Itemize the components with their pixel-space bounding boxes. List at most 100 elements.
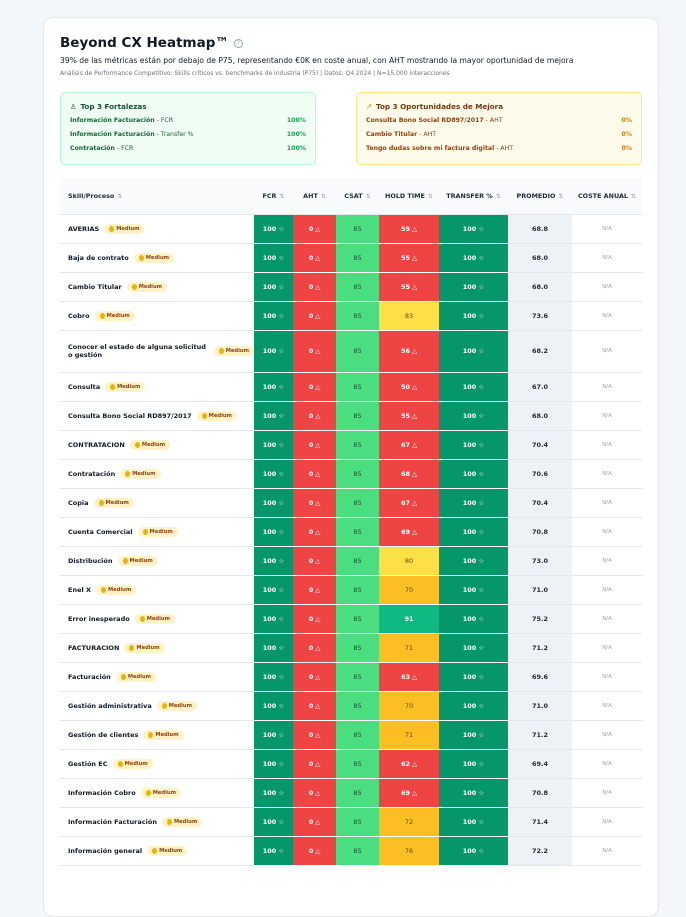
aht-cell[interactable]: 0 △ [293, 546, 336, 576]
csat-cell[interactable]: 85 [336, 807, 379, 837]
aht-cell[interactable]: 0 △ [293, 488, 336, 518]
aht-cell[interactable]: 0 △ [293, 459, 336, 489]
transfer-cell[interactable]: 100 ☆ [439, 691, 508, 721]
transfer-cell[interactable]: 100 ☆ [439, 836, 508, 866]
aht-cell[interactable]: 0 △ [293, 633, 336, 663]
fcr-cell[interactable]: 100 ☆ [254, 488, 293, 518]
csat-cell[interactable]: 85 [336, 836, 379, 866]
sort-icon[interactable]: ⇅ [427, 192, 433, 200]
table-row[interactable]: Gestión administrativa Medium 100 ☆ 0 △ 85 70… [60, 691, 642, 721]
hold-cell[interactable]: 72 [379, 807, 439, 837]
hold-cell[interactable]: 55 △ [379, 243, 439, 273]
aht-cell[interactable]: 0 △ [293, 517, 336, 547]
csat-cell[interactable]: 85 [336, 633, 379, 663]
hold-cell[interactable]: 70 [379, 691, 439, 721]
csat-cell[interactable]: 85 [336, 272, 379, 302]
aht-cell[interactable]: 0 △ [293, 575, 336, 605]
table-row[interactable]: Copia Medium 100 ☆ 0 △ 85 67 △ 100 ☆ 70.4 N/A [60, 488, 642, 518]
fcr-cell[interactable]: 100 ☆ [254, 807, 293, 837]
table-row[interactable]: CONTRATACION Medium 100 ☆ 0 △ 85 67 △ 100 ☆ 70.… [60, 430, 642, 460]
transfer-cell[interactable]: 100 ☆ [439, 517, 508, 547]
table-row[interactable]: AVERIAS Medium 100 ☆ 0 △ 85 59 △ 100 ☆ 68.8 N/A [60, 214, 642, 244]
csat-cell[interactable]: 85 [336, 575, 379, 605]
csat-cell[interactable]: 85 [336, 488, 379, 518]
column-header[interactable]: HOLD TIME ⇅ [379, 178, 439, 215]
table-row[interactable]: Enel X Medium 100 ☆ 0 △ 85 70 100 ☆ 71.0 N/A [60, 575, 642, 605]
hold-cell[interactable]: 67 △ [379, 430, 439, 460]
aht-cell[interactable]: 0 △ [293, 691, 336, 721]
aht-cell[interactable]: 0 △ [293, 807, 336, 837]
hold-cell[interactable]: 62 △ [379, 749, 439, 779]
sort-icon[interactable]: ⇅ [320, 192, 326, 200]
transfer-cell[interactable]: 100 ☆ [439, 330, 508, 373]
hold-cell[interactable]: 71 [379, 720, 439, 750]
table-row[interactable]: FACTURACION Medium 100 ☆ 0 △ 85 71 100 ☆ 71.2 N/… [60, 633, 642, 663]
hold-cell[interactable]: 56 △ [379, 330, 439, 373]
transfer-cell[interactable]: 100 ☆ [439, 720, 508, 750]
fcr-cell[interactable]: 100 ☆ [254, 691, 293, 721]
fcr-cell[interactable]: 100 ☆ [254, 459, 293, 489]
table-row[interactable]: Conocer el estado de alguna solicitud o … [60, 330, 642, 373]
fcr-cell[interactable]: 100 ☆ [254, 633, 293, 663]
csat-cell[interactable]: 85 [336, 214, 379, 244]
column-header[interactable]: AHT ⇅ [293, 178, 336, 215]
aht-cell[interactable]: 0 △ [293, 243, 336, 273]
transfer-cell[interactable]: 100 ☆ [439, 778, 508, 808]
hold-cell[interactable]: 69 △ [379, 778, 439, 808]
aht-cell[interactable]: 0 △ [293, 330, 336, 373]
hold-cell[interactable]: 91 [379, 604, 439, 634]
transfer-cell[interactable]: 100 ☆ [439, 243, 508, 273]
csat-cell[interactable]: 85 [336, 720, 379, 750]
hold-cell[interactable]: 76 [379, 836, 439, 866]
table-row[interactable]: Consulta Bono Social RD897/2017 Medium 100… [60, 401, 642, 431]
csat-cell[interactable]: 85 [336, 372, 379, 402]
hold-cell[interactable]: 55 △ [379, 272, 439, 302]
csat-cell[interactable]: 85 [336, 546, 379, 576]
csat-cell[interactable]: 85 [336, 243, 379, 273]
transfer-cell[interactable]: 100 ☆ [439, 214, 508, 244]
aht-cell[interactable]: 0 △ [293, 778, 336, 808]
fcr-cell[interactable]: 100 ☆ [254, 330, 293, 373]
table-row[interactable]: Información general Medium 100 ☆ 0 △ 85 76 100… [60, 836, 642, 866]
table-row[interactable]: Cobro Medium 100 ☆ 0 △ 85 83 100 ☆ 73.6 N/A [60, 301, 642, 331]
hold-cell[interactable]: 68 △ [379, 459, 439, 489]
hold-cell[interactable]: 80 [379, 546, 439, 576]
hold-cell[interactable]: 50 △ [379, 372, 439, 402]
fcr-cell[interactable]: 100 ☆ [254, 243, 293, 273]
aht-cell[interactable]: 0 △ [293, 749, 336, 779]
csat-cell[interactable]: 85 [336, 330, 379, 373]
table-row[interactable]: Distribución Medium 100 ☆ 0 △ 85 80 100 ☆ 73.0 N… [60, 546, 642, 576]
csat-cell[interactable]: 85 [336, 691, 379, 721]
transfer-cell[interactable]: 100 ☆ [439, 372, 508, 402]
fcr-cell[interactable]: 100 ☆ [254, 546, 293, 576]
hold-cell[interactable]: 71 [379, 633, 439, 663]
csat-cell[interactable]: 85 [336, 662, 379, 692]
fcr-cell[interactable]: 100 ☆ [254, 517, 293, 547]
transfer-cell[interactable]: 100 ☆ [439, 301, 508, 331]
aht-cell[interactable]: 0 △ [293, 836, 336, 866]
table-row[interactable]: Cambio Titular Medium 100 ☆ 0 △ 85 55 △ 100 ☆ 6… [60, 272, 642, 302]
fcr-cell[interactable]: 100 ☆ [254, 272, 293, 302]
hold-cell[interactable]: 63 △ [379, 662, 439, 692]
fcr-cell[interactable]: 100 ☆ [254, 372, 293, 402]
transfer-cell[interactable]: 100 ☆ [439, 807, 508, 837]
hold-cell[interactable]: 67 △ [379, 488, 439, 518]
fcr-cell[interactable]: 100 ☆ [254, 575, 293, 605]
table-row[interactable]: Consulta Medium 100 ☆ 0 △ 85 50 △ 100 ☆ 67.0 N/A [60, 372, 642, 402]
column-header[interactable]: COSTE ANUAL ⇅ [572, 178, 642, 215]
column-header[interactable]: PROMEDIO ⇅ [508, 178, 572, 215]
table-row[interactable]: Facturación Medium 100 ☆ 0 △ 85 63 △ 100 ☆ 69.6… [60, 662, 642, 692]
sort-icon[interactable]: ⇅ [117, 192, 123, 200]
csat-cell[interactable]: 85 [336, 430, 379, 460]
hold-cell[interactable]: 59 △ [379, 214, 439, 244]
transfer-cell[interactable]: 100 ☆ [439, 401, 508, 431]
transfer-cell[interactable]: 100 ☆ [439, 604, 508, 634]
fcr-cell[interactable]: 100 ☆ [254, 430, 293, 460]
transfer-cell[interactable]: 100 ☆ [439, 633, 508, 663]
fcr-cell[interactable]: 100 ☆ [254, 778, 293, 808]
hold-cell[interactable]: 55 △ [379, 401, 439, 431]
transfer-cell[interactable]: 100 ☆ [439, 749, 508, 779]
table-row[interactable]: Cuenta Comercial Medium 100 ☆ 0 △ 85 69 △ 100 … [60, 517, 642, 547]
aht-cell[interactable]: 0 △ [293, 272, 336, 302]
transfer-cell[interactable]: 100 ☆ [439, 430, 508, 460]
